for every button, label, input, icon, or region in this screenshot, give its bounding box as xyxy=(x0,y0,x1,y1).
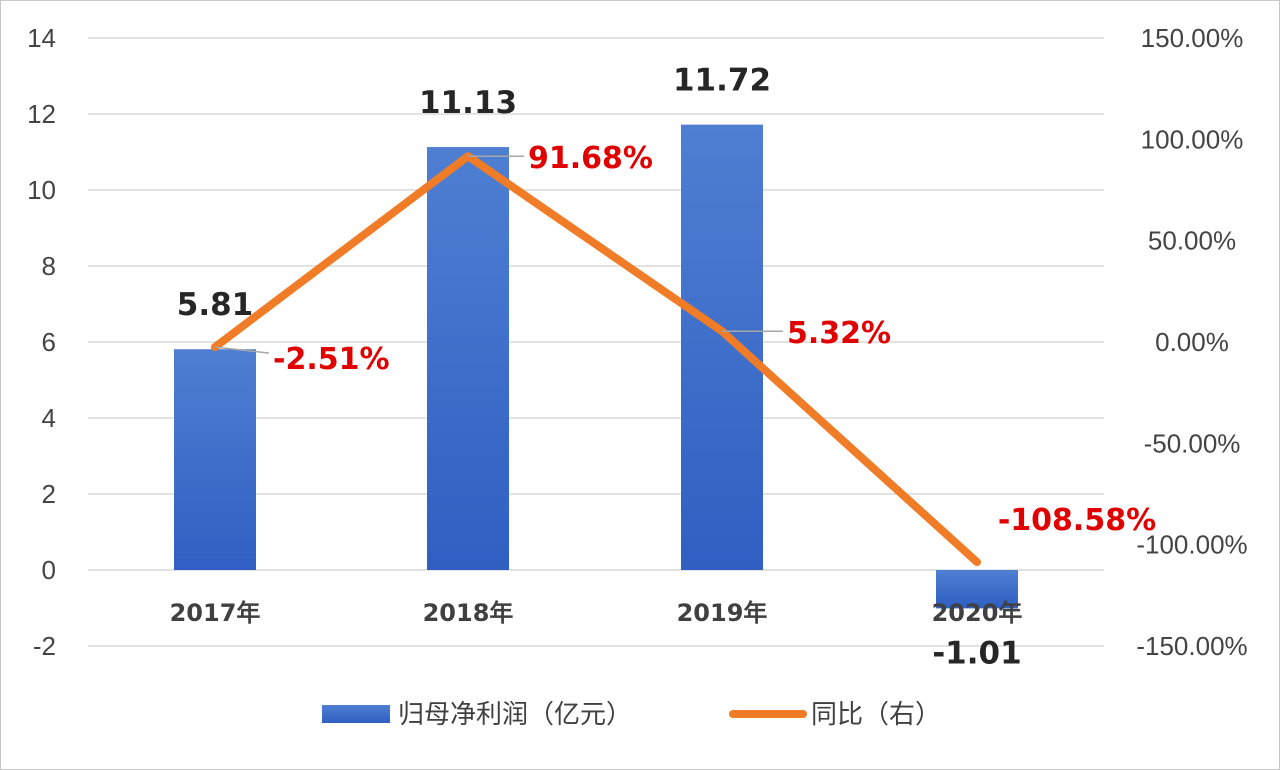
bar-2020年 xyxy=(936,570,1018,609)
right-tick-label: -50.00% xyxy=(1144,428,1241,458)
bar-value-labels: 5.81 11.13 11.72 -1.01 xyxy=(177,63,1022,672)
right-axis-ticks: -150.00% -100.00% -50.00% 0.00% 50.00% 100.00… xyxy=(1136,23,1247,661)
left-tick-label: 0 xyxy=(42,555,56,585)
legend-item-bar: 归母净利润（亿元） xyxy=(322,700,632,730)
bar-2017年 xyxy=(174,349,256,570)
left-tick-label: 4 xyxy=(42,403,56,433)
legend-swatch-bar xyxy=(322,705,390,723)
label-leader-lines xyxy=(214,155,783,354)
left-tick-label: 14 xyxy=(27,23,56,53)
right-tick-label: 100.00% xyxy=(1141,124,1244,154)
left-axis-ticks: -2 0 2 4 6 8 10 12 14 xyxy=(27,23,56,661)
right-tick-label: 150.00% xyxy=(1141,23,1244,53)
line-value-label: 91.68% xyxy=(528,141,653,176)
bar-2019年 xyxy=(681,124,763,570)
left-tick-label: 2 xyxy=(42,479,56,509)
line-value-label: -108.58% xyxy=(998,503,1156,538)
line-value-label: 5.32% xyxy=(787,316,891,351)
legend-label-bar: 归母净利润（亿元） xyxy=(398,700,632,730)
legend-item-line: 同比（右） xyxy=(729,700,941,730)
category-label: 2020年 xyxy=(932,599,1023,627)
bar-value-label: -1.01 xyxy=(932,635,1021,671)
line-value-labels: -2.51% 91.68% 5.32% -108.58% xyxy=(273,141,1156,538)
category-axis-labels: 2017年 2018年 2019年 2020年 xyxy=(170,599,1023,627)
bar-value-label: 11.72 xyxy=(673,63,771,99)
category-label: 2019年 xyxy=(677,599,768,627)
bar-series xyxy=(174,124,1018,609)
category-label: 2018年 xyxy=(423,599,514,627)
right-tick-label: -150.00% xyxy=(1136,631,1247,661)
category-label: 2017年 xyxy=(170,599,261,627)
bar-value-label: 5.81 xyxy=(177,287,254,323)
left-tick-label: 8 xyxy=(42,251,56,281)
line-point xyxy=(976,561,978,564)
line-value-label: -2.51% xyxy=(273,342,390,377)
right-tick-label: 0.00% xyxy=(1155,327,1229,357)
left-tick-label: 10 xyxy=(27,175,56,205)
line-yoy xyxy=(211,152,981,567)
leader-line xyxy=(214,346,270,354)
legend-label-line: 同比（右） xyxy=(811,700,941,730)
gridlines xyxy=(88,37,1104,647)
right-tick-label: -100.00% xyxy=(1136,530,1247,560)
right-tick-label: 50.00% xyxy=(1148,226,1236,256)
bar-value-label: 11.13 xyxy=(419,85,517,121)
left-tick-label: 12 xyxy=(27,99,56,129)
bar-2018年 xyxy=(427,147,509,570)
legend: 归母净利润（亿元） 同比（右） xyxy=(322,700,941,730)
left-tick-label: 6 xyxy=(42,327,56,357)
left-tick-label: -2 xyxy=(33,631,56,661)
